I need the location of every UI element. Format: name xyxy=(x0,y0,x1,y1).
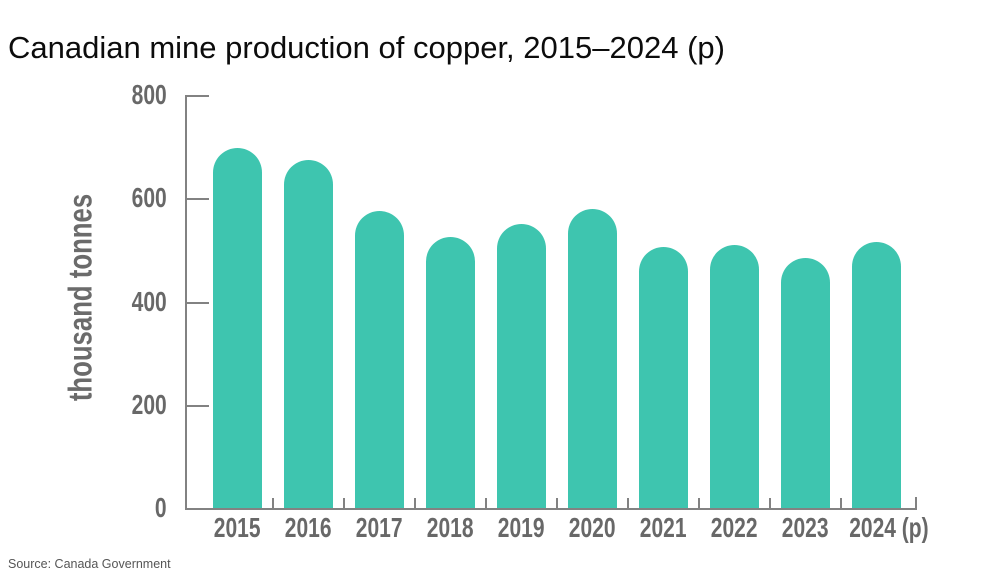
x-axis-label-text: 2021 xyxy=(640,512,687,543)
bar-2015 xyxy=(213,148,262,508)
x-axis-label-text: 2018 xyxy=(427,512,474,543)
x-tick-7 xyxy=(769,498,771,510)
x-axis-label-2016: 2016 xyxy=(229,513,389,543)
x-tick-3 xyxy=(485,498,487,510)
bar-2018 xyxy=(426,237,475,508)
x-tick-6 xyxy=(698,498,700,510)
x-axis-label-2023: 2023 xyxy=(726,513,886,543)
plot-area xyxy=(185,95,917,510)
y-axis-label-text: 600 xyxy=(131,182,167,214)
x-tick-1 xyxy=(343,498,345,510)
x-axis-label-2020: 2020 xyxy=(513,513,673,543)
bar-2021 xyxy=(639,247,688,508)
x-axis-label-2017: 2017 xyxy=(300,513,460,543)
source-note: Source: Canada Government xyxy=(8,557,171,571)
x-axis-label-text: 2015 xyxy=(214,512,261,543)
x-axis-label-text: 2019 xyxy=(498,512,545,543)
y-tick-600 xyxy=(187,198,209,201)
x-axis-label-2022: 2022 xyxy=(655,513,815,543)
y-axis-label-600: 600 xyxy=(97,184,167,212)
x-axis-label-2019: 2019 xyxy=(442,513,602,543)
y-axis-label-400: 400 xyxy=(97,285,167,317)
bar-2020 xyxy=(568,209,617,508)
x-tick-5 xyxy=(627,498,629,510)
bar-2023 xyxy=(781,258,830,508)
y-axis-label-text: 800 xyxy=(131,79,167,110)
x-axis-label-text: 2022 xyxy=(711,512,758,543)
x-axis-label-text: 2017 xyxy=(356,512,403,543)
chart-title: Canadian mine production of copper, 2015… xyxy=(8,29,725,65)
bar-2022 xyxy=(710,245,759,508)
y-axis-label-800: 800 xyxy=(97,81,167,109)
y-axis-label-0: 0 xyxy=(97,494,167,522)
x-axis-label-2015: 2015 xyxy=(158,513,318,543)
y-tick-400 xyxy=(187,301,209,304)
x-tick-2 xyxy=(414,498,416,510)
y-tick-200 xyxy=(187,404,209,407)
x-axis-label-2018: 2018 xyxy=(371,513,531,543)
x-axis-label-2021: 2021 xyxy=(584,513,744,543)
bar-2017 xyxy=(355,211,404,508)
x-axis-label-text: 2016 xyxy=(285,512,332,543)
x-axis-label-text: 2020 xyxy=(569,512,616,543)
x-tick-0 xyxy=(272,498,274,510)
bar-2016 xyxy=(284,160,333,508)
y-axis-label-text: 400 xyxy=(131,285,167,317)
x-tick-4 xyxy=(556,498,558,510)
x-axis-label-text: 2023 xyxy=(782,512,829,543)
x-tick-8 xyxy=(840,498,842,510)
y-axis-label-text: 0 xyxy=(155,492,167,523)
x-axis-label-text: 2024 (p) xyxy=(848,512,929,543)
y-axis-title: thousand tonnes xyxy=(61,193,99,402)
bar-2024 (p) xyxy=(852,242,901,508)
y-tick-800 xyxy=(187,95,209,97)
y-axis-label-200: 200 xyxy=(97,388,167,420)
bar-2019 xyxy=(497,224,546,508)
x-axis-label-2024 (p): 2024 (p) xyxy=(809,513,969,543)
x-axis-end-tick xyxy=(915,497,917,510)
y-axis-label-text: 200 xyxy=(131,388,167,420)
